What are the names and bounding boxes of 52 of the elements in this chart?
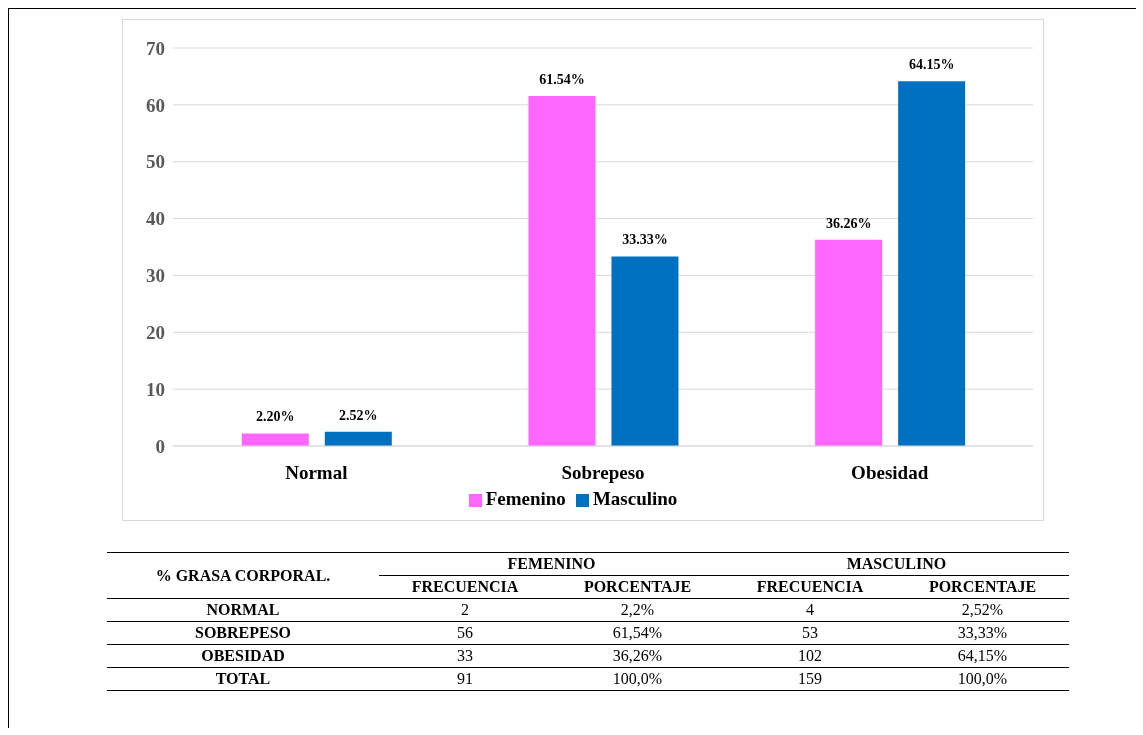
data-label: 100,0% [956, 669, 1009, 689]
data-label: 33,33% [956, 623, 1009, 643]
y-tick-label: 20 [146, 322, 165, 344]
bar [815, 239, 883, 446]
data-label: 4 [805, 600, 815, 620]
text: MASCULINO [723, 552, 1069, 576]
y-tick-label: 40 [146, 208, 165, 230]
text: FRECUENCIA [410, 577, 520, 597]
data-label: 33.33% [622, 232, 668, 248]
y-tick-label: 70 [146, 37, 165, 59]
bar [324, 431, 392, 446]
data-label: 2,52% [960, 600, 1005, 620]
y-tick-label: 60 [146, 94, 165, 116]
bar [528, 96, 596, 446]
data-label: 53 [801, 623, 819, 643]
bar [898, 81, 966, 446]
text: FEMENINO [379, 552, 724, 576]
bar [611, 256, 679, 446]
bar [241, 433, 309, 446]
data-label: 2.52% [339, 407, 378, 423]
data-label: 2 [460, 600, 471, 620]
data-label: 2,2% [619, 600, 656, 620]
data-label: 64.15% [908, 57, 955, 73]
y-tick-label: 30 [146, 265, 165, 287]
data-label: 36.26% [825, 215, 872, 231]
data-label: 33 [456, 646, 475, 666]
x-tick-label: Obesidad [851, 462, 929, 484]
x-tick-label: Normal [285, 462, 348, 484]
data-label: 100,0% [611, 669, 664, 689]
y-tick-label: 50 [146, 151, 165, 173]
data-label: 64,15% [956, 646, 1009, 666]
legend-label: Masculino [592, 488, 678, 509]
category-label: SOBREPESO [194, 623, 292, 643]
data-label: 91 [456, 669, 475, 689]
text: FRECUENCIA [755, 577, 865, 597]
text: % GRASA CORPORAL. [154, 565, 332, 586]
text: PORCENTAJE [927, 577, 1038, 597]
data-label: 36,26% [611, 646, 664, 666]
data-label: 56 [456, 623, 475, 643]
legend-label: Femenino [485, 488, 566, 509]
y-tick-label: 0 [155, 435, 165, 457]
data-label: 102 [797, 646, 823, 666]
data-label: 159 [797, 669, 823, 689]
text: PORCENTAJE [582, 577, 693, 597]
x-tick-label: Sobrepeso [561, 462, 645, 484]
category-label: OBESIDAD [200, 646, 286, 666]
data-label: 61.54% [539, 72, 585, 88]
data-label: 61,54% [611, 623, 664, 643]
data-label: 2.20% [256, 409, 295, 425]
category-label: NORMAL [205, 600, 281, 620]
category-label: TOTAL [214, 669, 272, 689]
y-tick-label: 10 [146, 378, 165, 400]
